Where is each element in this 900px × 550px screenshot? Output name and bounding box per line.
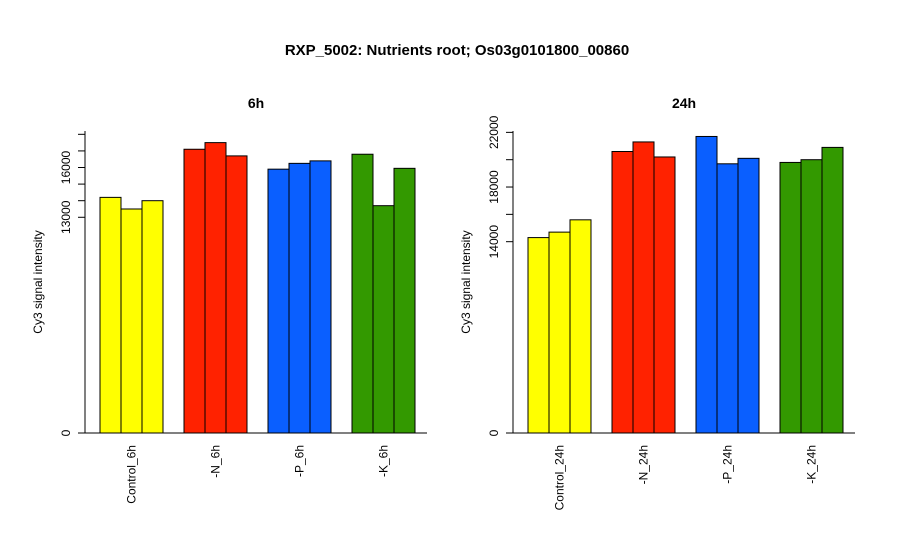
bar--N_24h-1: [611, 150, 634, 434]
x-category-label: -P_6h: [293, 445, 307, 477]
y-tick-label: 0: [487, 429, 501, 436]
y-tick-label: 22000: [487, 115, 501, 149]
bar-Control_6h-2: [120, 208, 143, 434]
x-category-label: -K_6h: [377, 445, 391, 477]
bar--N_6h-1: [183, 148, 206, 434]
bar--K_6h-2: [372, 205, 395, 434]
bar--N_6h-2: [204, 142, 227, 434]
x-category-label: -K_24h: [805, 445, 819, 484]
bar--K_6h-3: [393, 167, 416, 434]
y-tick-label: 16000: [59, 150, 73, 184]
bar--K_24h-1: [779, 161, 802, 434]
x-category-label: -N_6h: [209, 445, 223, 478]
bar--K_24h-2: [800, 159, 823, 434]
chart-panels: 6h Cy3 signal intensity 0 13000 16000 Control…: [31, 95, 855, 510]
x-category-label: -P_24h: [721, 445, 735, 484]
bar--K_24h-3: [821, 146, 844, 434]
y-tick-label: 14000: [487, 225, 501, 259]
bar-Control_6h-3: [141, 200, 164, 434]
bar--P_6h-1: [267, 168, 290, 434]
bar-Control_6h-1: [99, 196, 122, 434]
bar-Control_24h-3: [569, 219, 592, 434]
x-category-label: -N_24h: [637, 445, 651, 484]
bar--N_24h-2: [632, 141, 655, 434]
bar-Control_24h-2: [548, 231, 571, 434]
x-category-label: Control_6h: [125, 445, 139, 504]
x-category-label: Control_24h: [553, 445, 567, 510]
y-axis-label: Cy3 signal intensity: [31, 230, 45, 333]
y-axis-label: Cy3 signal intensity: [459, 230, 473, 333]
panel-title: 6h: [248, 95, 264, 111]
panel-title: 24h: [672, 95, 696, 111]
y-tick-label: 18000: [487, 170, 501, 204]
bar--P_24h-1: [695, 135, 718, 434]
bar--P_6h-3: [309, 160, 332, 434]
bar--K_6h-1: [351, 153, 374, 434]
bar--P_24h-2: [716, 163, 739, 434]
y-tick-label: 0: [59, 429, 73, 436]
bar--P_6h-2: [288, 162, 311, 434]
chart-title: RXP_5002: Nutrients root; Os03g0101800_0…: [285, 42, 629, 59]
bar--N_6h-3: [225, 155, 248, 434]
y-tick-label: 13000: [59, 200, 73, 234]
chart-panel-1: 24h Cy3 signal intensity 0 14000 18000 22000 C…: [459, 95, 855, 510]
bar--P_24h-3: [737, 157, 760, 434]
chart-panel-0: 6h Cy3 signal intensity 0 13000 16000 Control…: [31, 95, 427, 504]
bar-Control_24h-1: [527, 237, 550, 434]
bar--N_24h-3: [653, 156, 676, 434]
